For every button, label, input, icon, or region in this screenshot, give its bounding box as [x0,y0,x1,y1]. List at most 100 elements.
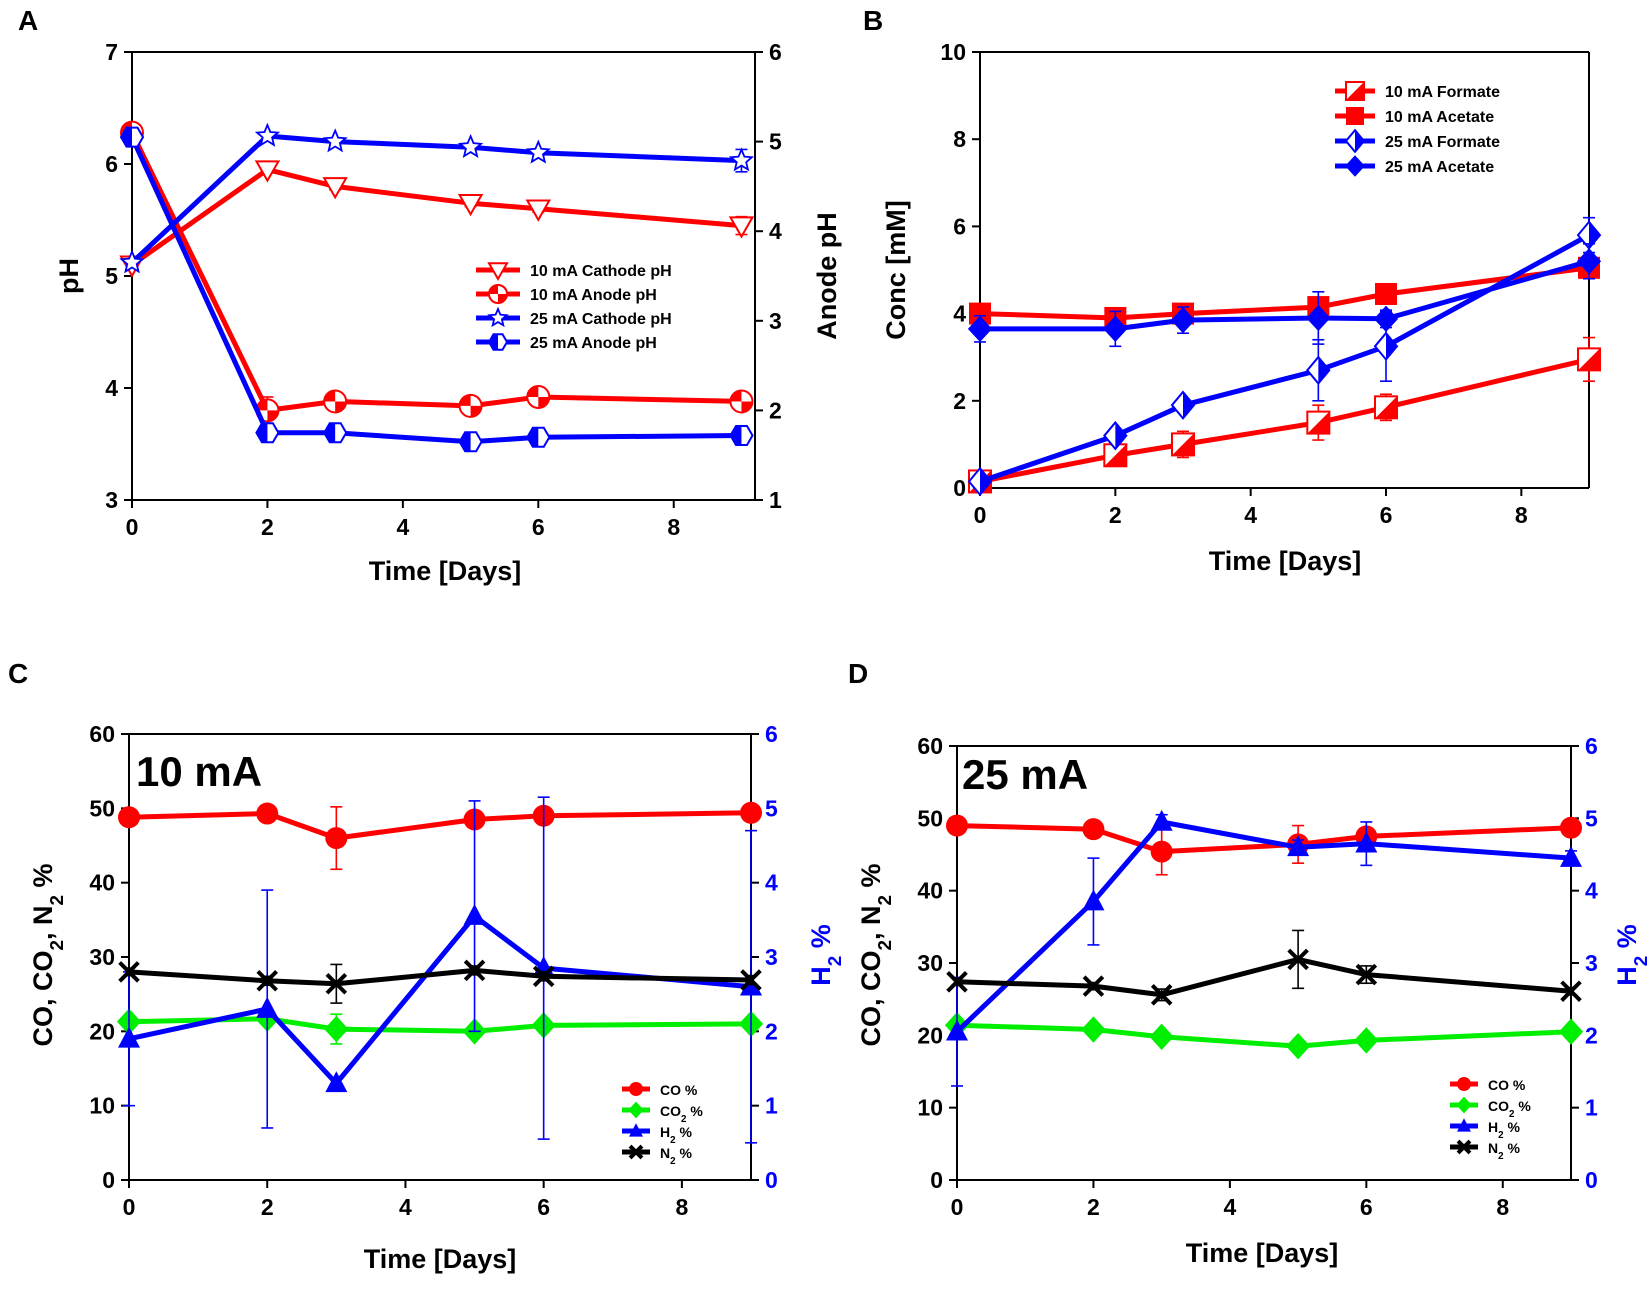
series-line [128,967,752,987]
data-point [457,193,484,217]
legend-marker [1346,107,1364,125]
x-tick-label: 0 [974,502,987,528]
data-point [1355,831,1378,853]
data-point [256,802,279,825]
data-point [1560,980,1582,1002]
data-point [255,398,280,423]
series-line [956,823,1572,855]
y-tick-label: 0 [953,475,966,501]
data-point [1170,390,1196,420]
data-point [1558,1018,1584,1045]
y-tick-label: 0 [930,1167,943,1193]
x-tick-label: 2 [1087,1194,1100,1220]
y2-tick-label: 2 [765,1018,778,1044]
x-tick-label: 6 [537,1194,550,1220]
x-tick-label: 6 [532,514,545,540]
x-tick-label: 8 [1515,502,1528,528]
legend: CO % CO2 %H2 %N2 % [1450,1077,1531,1162]
series-line [979,356,1590,484]
data-point [729,389,754,414]
y2-tick-label: 0 [1585,1167,1598,1193]
data-point [1103,443,1128,468]
y-tick-label: 20 [89,1018,115,1044]
x-tick-label: 2 [1109,502,1122,528]
series-line [128,810,752,841]
data-point [1149,1023,1174,1050]
x-axis-label: Time [Days] [364,1244,517,1274]
x-tick-label: 2 [261,514,274,540]
y2-tick-label: 4 [769,218,782,244]
data-point [728,147,755,172]
legend-marker [488,284,508,304]
data-point [254,122,281,147]
x-tick-label: 4 [399,1194,412,1220]
legend-label: 10 mA Cathode pH [530,263,672,280]
data-point [1576,248,1602,275]
data-point [457,133,484,159]
y2-axis-label: H2 % [1612,924,1651,986]
y2-tick-label: 4 [1585,878,1598,904]
data-point [740,969,762,991]
data-point [967,466,993,497]
legend-label: CO % [1488,1077,1526,1093]
y2-axis-label: Anode pH [812,212,842,340]
data-point [969,302,991,325]
legend-marker [628,1101,644,1119]
data-point [254,160,281,183]
y-axis-label: CO, CO2, N2 % [856,863,896,1046]
y-tick-label: 7 [105,39,118,65]
panel-c: C 0 2 4 6 8 0 10 20 30 40 50 60 0 1 2 3 4 5 6 Time [Days] CO,… [8,658,846,1274]
data-point [325,972,348,995]
series-line [956,1022,1572,1049]
y2-axis-label: H2 % [806,924,846,986]
data-point [323,389,348,414]
data-point [1560,816,1582,839]
y2-tick-label: 4 [765,870,778,896]
y-tick-label: 5 [105,263,118,289]
x-tick-label: 0 [951,1194,964,1220]
legend-label: 10 mA Acetate [1385,109,1494,126]
legend-label: 10 mA Formate [1385,84,1500,101]
data-point [1306,410,1331,435]
y-tick-label: 10 [917,1095,943,1121]
data-point [256,970,278,992]
y-tick-label: 6 [105,151,118,177]
data-point [532,965,555,988]
y-tick-label: 60 [917,733,943,759]
panel-letter: A [18,5,38,36]
data-point [1560,846,1582,867]
panel-d: D 0 2 4 6 8 0 10 20 30 40 50 60 0 1 2 3 4 5 6 Time [Days] CO,… [848,658,1651,1268]
y-axis-label: Conc [mM] [881,200,911,339]
y2-tick-label: 3 [765,944,778,970]
series-25-ma-cathode-ph [119,122,755,274]
legend-marker [487,306,509,328]
data-point [1374,395,1398,420]
x-tick-label: 8 [667,514,680,540]
x-tick-label: 0 [126,514,139,540]
series-line [955,819,1572,1034]
legend-label: 10 mA Anode pH [530,287,657,304]
legend-label: H2 % [1488,1119,1520,1141]
x-tick-label: 6 [1360,1194,1373,1220]
x-tick-label: 8 [1496,1194,1509,1220]
data-point [740,801,762,824]
data-point [525,139,552,164]
data-point [946,814,968,837]
legend-label: H2 % [660,1124,692,1146]
y-tick-label: 50 [917,805,943,831]
y-tick-label: 3 [105,487,118,513]
legend: CO % CO2 %H2 %N2 % [622,1082,703,1167]
data-point [463,904,486,925]
data-point [1355,963,1378,986]
data-point [458,431,483,453]
data-point [1081,1016,1106,1043]
panel-letter: B [863,5,883,36]
data-point [325,827,348,850]
data-point [118,806,140,829]
legend-label: 25 mA Acetate [1385,159,1494,176]
series-co- [946,814,1582,876]
data-point [526,426,551,448]
legend-label: CO % [660,1082,698,1098]
x-tick-label: 4 [1244,502,1257,528]
legend-marker [1457,1118,1471,1132]
